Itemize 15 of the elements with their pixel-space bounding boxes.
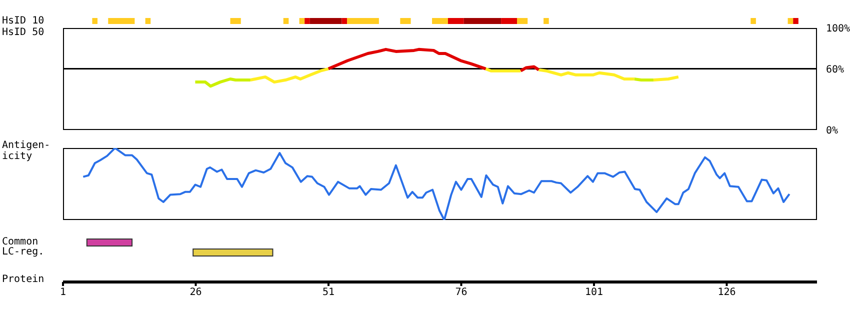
y-tick-label: HsID 10 bbox=[2, 16, 44, 27]
x-axis-title: Protein bbox=[2, 274, 44, 285]
y-tick-label: 0% bbox=[826, 126, 838, 137]
x-tick-label: 101 bbox=[584, 287, 604, 298]
x-tick-label: 26 bbox=[190, 287, 202, 298]
y-tick-label: Common bbox=[2, 236, 38, 248]
y-tick-label: 60% bbox=[826, 64, 844, 76]
x-tick-label: 76 bbox=[455, 287, 468, 298]
x-tick-label: 126 bbox=[718, 287, 736, 298]
y-tick-label: 100% bbox=[826, 24, 850, 35]
x-tick-label: 1 bbox=[60, 287, 66, 298]
y-axis-title: Antigen- icity bbox=[2, 140, 50, 162]
y-tick-label: LC-reg. bbox=[2, 246, 44, 258]
x-tick-label: 51 bbox=[322, 287, 335, 298]
y-axis-title: HsID 50 bbox=[2, 27, 44, 38]
